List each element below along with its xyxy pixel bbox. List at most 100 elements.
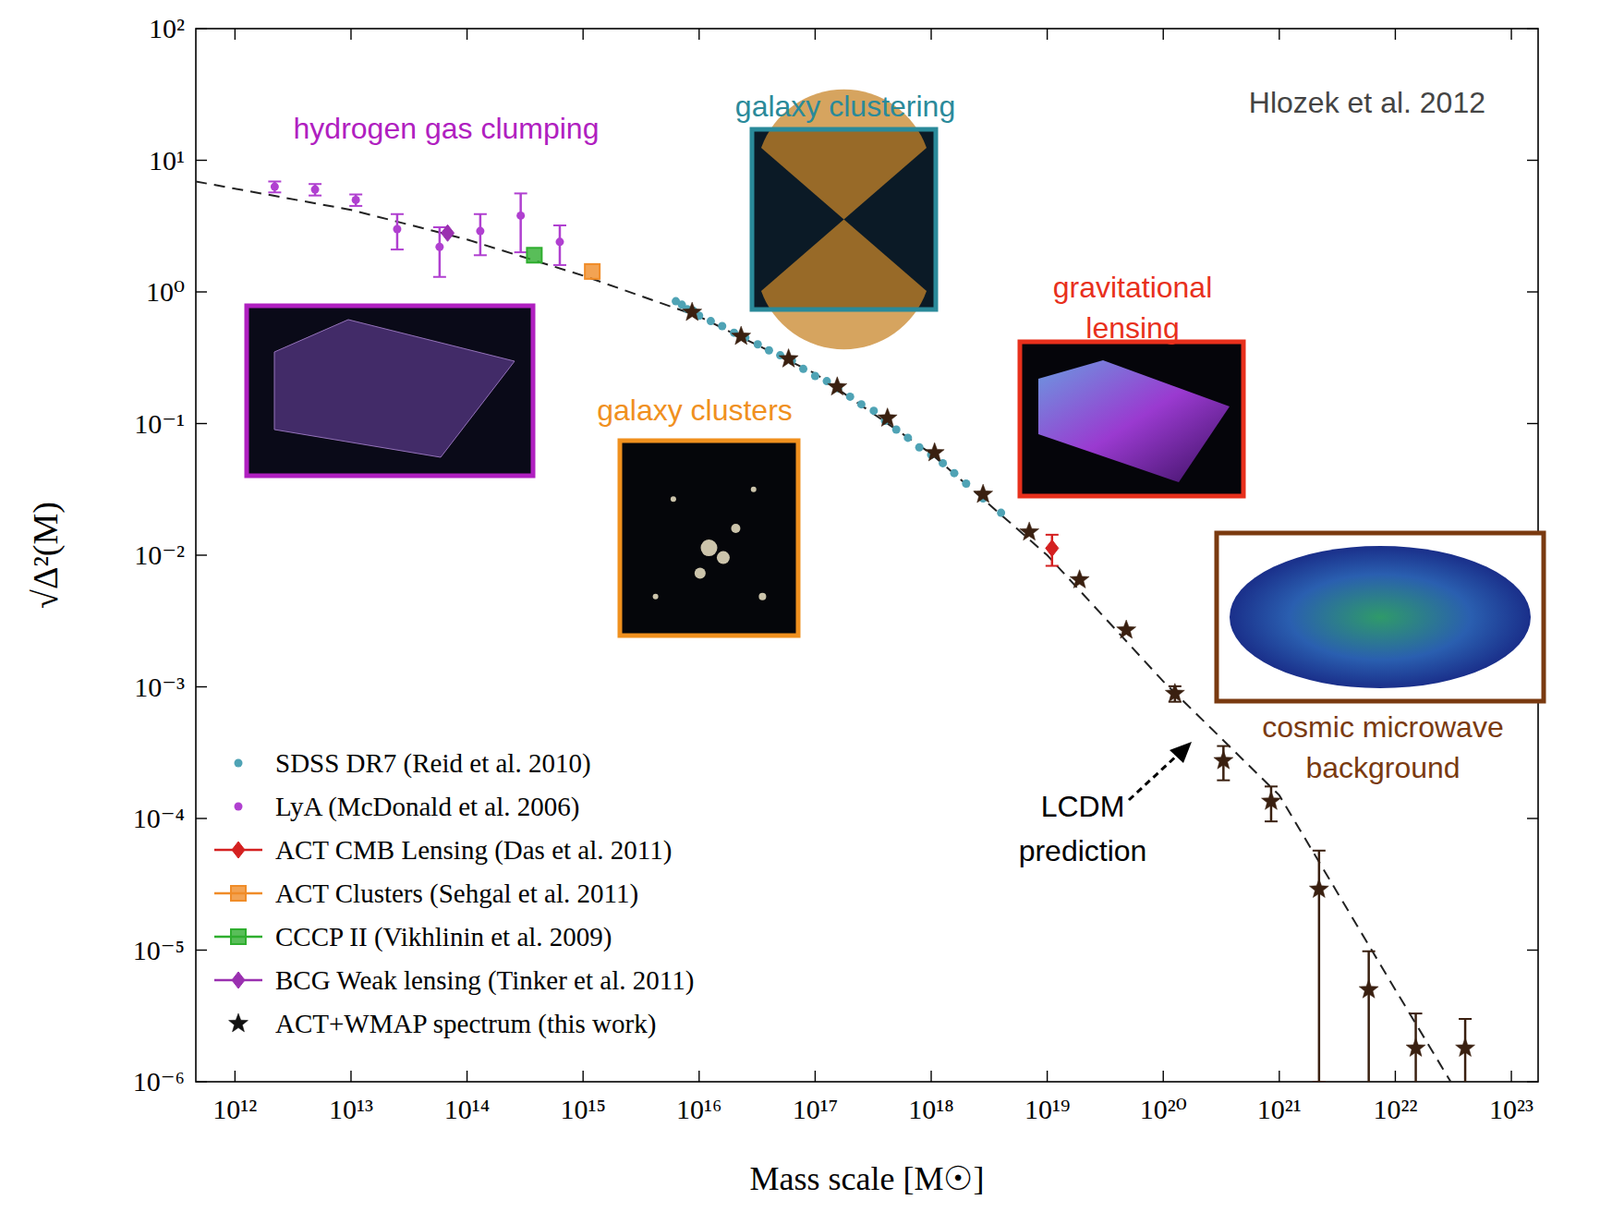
picture-galaxy xyxy=(694,567,706,579)
data-point xyxy=(857,400,866,409)
x-tick xyxy=(350,28,352,40)
annotation-line: hydrogen gas clumping xyxy=(293,111,600,146)
annotation-line: gravitational xyxy=(1053,270,1213,304)
x-tick-label: 10¹² xyxy=(212,1093,257,1125)
error-bar-cap xyxy=(308,182,322,185)
picture xyxy=(1019,341,1244,497)
picture-wedge xyxy=(761,219,927,351)
y-tick xyxy=(195,1080,207,1082)
error-bar-cap xyxy=(514,192,528,194)
y-tick xyxy=(195,290,207,292)
picture-bg xyxy=(1216,533,1544,702)
picture-volume xyxy=(1038,360,1230,483)
x-tick xyxy=(1278,28,1280,40)
error-bar-cap xyxy=(1216,745,1230,748)
picture-galaxy xyxy=(670,496,677,502)
data-point xyxy=(1406,1038,1426,1057)
legend-marker xyxy=(230,929,246,945)
x-tick xyxy=(698,1070,700,1082)
error-bar-cap xyxy=(1409,1012,1423,1015)
picture xyxy=(246,305,534,476)
model-arrowhead xyxy=(1169,741,1192,764)
y-tick xyxy=(1527,1080,1539,1082)
y-tick xyxy=(195,27,207,29)
picture xyxy=(1216,533,1544,702)
error-bar xyxy=(473,214,487,256)
picture-border xyxy=(751,129,936,310)
error-bar xyxy=(1045,534,1059,567)
x-tick-label: 10²² xyxy=(1372,1093,1418,1125)
y-tick xyxy=(195,554,207,556)
error-bar-stem xyxy=(1367,951,1370,1082)
picture-bg xyxy=(246,305,534,476)
picture-volume xyxy=(274,319,515,458)
y-tick-label: 10⁻³ xyxy=(133,671,185,703)
data-point xyxy=(584,264,600,279)
data-point xyxy=(869,406,878,415)
x-tick-label: 10²¹ xyxy=(1257,1093,1302,1125)
x-tick xyxy=(1394,28,1396,40)
data-layer xyxy=(195,181,1476,1082)
data-point xyxy=(270,182,279,192)
annotation: galaxy clustering xyxy=(735,89,956,123)
data-point xyxy=(475,227,485,236)
y-tick xyxy=(1527,817,1539,819)
y-tick xyxy=(1527,949,1539,951)
data-point xyxy=(682,302,703,321)
error-bar-cap xyxy=(553,264,567,267)
picture-border xyxy=(619,440,799,636)
data-point xyxy=(915,443,924,452)
y-tick xyxy=(195,949,207,951)
annotation: Hlozek et al. 2012 xyxy=(1248,85,1486,120)
error-bar xyxy=(553,225,567,266)
error-bar xyxy=(308,183,322,195)
picture-bg xyxy=(1019,341,1244,497)
annotation-line: Hlozek et al. 2012 xyxy=(1248,85,1486,120)
x-tick xyxy=(814,28,816,40)
picture-border xyxy=(246,305,534,476)
data-point xyxy=(949,469,958,478)
data-point xyxy=(1455,1038,1476,1057)
data-point xyxy=(441,224,455,242)
error-bar-cap xyxy=(267,191,281,194)
legend-label: SDSS DR7 (Reid et al. 2010) xyxy=(275,748,592,779)
data-point xyxy=(1164,683,1185,703)
legend-label: BCG Weak lensing (Tinker et al. 2011) xyxy=(275,965,694,996)
picture-galaxy xyxy=(701,539,718,557)
picture-bg xyxy=(619,440,799,636)
data-point xyxy=(717,321,727,330)
model-label-line: prediction xyxy=(1018,834,1148,868)
picture-border xyxy=(1019,341,1244,497)
error-bar-cap xyxy=(514,251,528,254)
data-point xyxy=(1358,979,1379,998)
plot-frame xyxy=(195,28,1539,1082)
y-tick-label: 10⁻⁵ xyxy=(133,934,185,966)
data-point xyxy=(811,371,820,380)
error-bar-stem xyxy=(519,193,522,253)
picture-border xyxy=(1216,533,1544,702)
y-tick xyxy=(195,686,207,688)
data-point xyxy=(1116,619,1137,639)
x-tick xyxy=(1278,1070,1280,1082)
x-tick xyxy=(234,1070,236,1082)
x-tick-label: 10¹⁹ xyxy=(1024,1093,1070,1125)
x-tick xyxy=(1046,28,1048,40)
x-tick xyxy=(466,28,468,40)
annotation-line: galaxy clusters xyxy=(596,393,793,427)
x-tick xyxy=(581,1070,583,1082)
annotation-line: background xyxy=(1305,751,1460,785)
data-point xyxy=(892,425,901,435)
x-tick xyxy=(930,1070,932,1082)
picture-galaxy xyxy=(758,593,766,601)
y-axis-title: √Δ²(M) xyxy=(25,501,66,609)
x-tick-label: 10²⁰ xyxy=(1139,1093,1188,1125)
error-bar xyxy=(267,181,281,193)
legend-marker xyxy=(231,841,245,859)
data-point xyxy=(753,339,763,349)
y-tick-label: 10¹ xyxy=(148,145,185,176)
error-bar-cap xyxy=(1312,1080,1326,1082)
data-point xyxy=(1019,521,1040,541)
legend-marker xyxy=(229,1013,249,1032)
x-tick xyxy=(1163,1070,1164,1082)
annotation: galaxy clusters xyxy=(596,393,793,427)
